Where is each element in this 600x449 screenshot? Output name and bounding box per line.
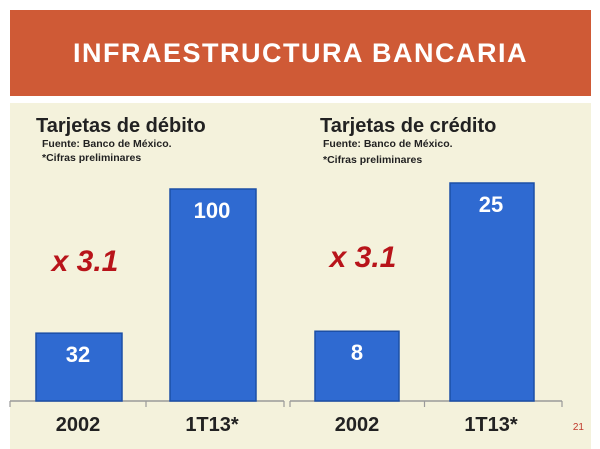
debit-chart-note: *Cifras preliminares bbox=[42, 152, 142, 164]
credit-category-label-1: 1T13* bbox=[464, 414, 518, 436]
credit-chart-title: Tarjetas de crédito bbox=[320, 115, 497, 137]
page-number: 21 bbox=[572, 422, 584, 433]
debit-category-label-0: 2002 bbox=[56, 414, 101, 436]
page-title: INFRAESTRUCTURA BANCARIA bbox=[73, 37, 528, 68]
debit-multiplier-label: x 3.1 bbox=[50, 245, 119, 278]
debit-bar-1 bbox=[169, 188, 257, 402]
credit-data-label-0: 8 bbox=[351, 340, 363, 365]
credit-chart-note: *Cifras preliminares bbox=[323, 154, 423, 166]
title-banner: INFRAESTRUCTURA BANCARIA bbox=[10, 10, 591, 96]
debit-data-label-0: 32 bbox=[66, 342, 90, 367]
credit-chart-source: Fuente: Banco de México. bbox=[323, 138, 453, 150]
credit-category-label-0: 2002 bbox=[335, 414, 380, 436]
credit-bar-1 bbox=[449, 182, 535, 402]
debit-data-label-1: 100 bbox=[194, 198, 231, 223]
debit-category-label-1: 1T13* bbox=[185, 414, 239, 436]
debit-chart-source: Fuente: Banco de México. bbox=[42, 138, 172, 150]
credit-bar-0 bbox=[314, 330, 400, 402]
debit-bar-0 bbox=[35, 332, 123, 402]
credit-data-label-1: 25 bbox=[479, 192, 503, 217]
credit-multiplier-label: x 3.1 bbox=[328, 241, 397, 274]
debit-chart-title: Tarjetas de débito bbox=[36, 115, 206, 137]
